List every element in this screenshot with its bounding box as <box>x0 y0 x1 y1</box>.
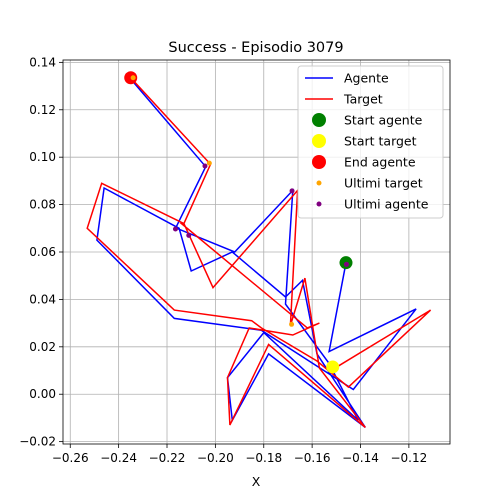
legend: Agente Target Start agente Start target End … <box>297 65 444 219</box>
legend-label: Ultimi agente <box>344 197 429 212</box>
legend-label: Start agente <box>344 113 423 128</box>
y-tick-label: −0.02 <box>19 435 56 449</box>
y-tick-label: 0.14 <box>29 55 56 69</box>
x-tick-label: −0.22 <box>149 451 186 465</box>
x-axis-label: X <box>252 474 261 489</box>
x-axis-ticks: −0.26 −0.24 −0.22 −0.20 −0.18 −0.16 −0.14 −0.12 <box>52 444 427 465</box>
x-tick-label: −0.26 <box>52 451 89 465</box>
x-tick-label: −0.14 <box>342 451 379 465</box>
x-tick-label: −0.20 <box>197 451 234 465</box>
legend-swatch-dot <box>312 155 326 169</box>
ultimi-agente-point <box>289 188 295 194</box>
x-tick-label: −0.18 <box>245 451 282 465</box>
x-tick-label: −0.16 <box>294 451 331 465</box>
legend-box <box>297 65 444 219</box>
y-tick-label: 0.06 <box>29 245 56 259</box>
ultimi-target-point <box>206 160 212 166</box>
y-axis-ticks: −0.02 0.00 0.02 0.04 0.06 0.08 0.10 0.12 0.14 <box>19 55 63 449</box>
series-layer <box>86 77 432 428</box>
chart-title: Success - Episodio 3079 <box>168 40 343 56</box>
ultimi-agente-point <box>343 261 349 267</box>
ultimi-target-point <box>130 75 136 81</box>
legend-label: Start target <box>344 134 417 149</box>
legend-swatch-dot <box>312 134 326 148</box>
x-tick-label: −0.24 <box>100 451 137 465</box>
ultimi-agente-point <box>202 163 208 169</box>
y-tick-label: 0.02 <box>29 340 56 354</box>
legend-swatch-dot <box>312 113 326 127</box>
series-line-target <box>86 77 432 428</box>
legend-label: Target <box>343 92 383 107</box>
legend-label: Agente <box>344 71 389 86</box>
marker-layer <box>124 71 353 374</box>
y-tick-label: 0.08 <box>29 198 56 212</box>
series-line-agente <box>96 78 417 428</box>
y-tick-label: 0.00 <box>29 387 56 401</box>
ultimi-agente-point <box>186 232 192 238</box>
x-tick-label: −0.12 <box>390 451 427 465</box>
y-tick-label: 0.12 <box>29 103 56 117</box>
legend-swatch-dot <box>316 180 322 186</box>
ultimi-target-point <box>289 321 295 327</box>
y-tick-label: 0.04 <box>29 292 56 306</box>
start-target-marker <box>326 360 340 374</box>
legend-swatch-dot <box>316 201 322 207</box>
ultimi-agente-point <box>172 226 178 232</box>
legend-label: End agente <box>344 155 416 170</box>
y-tick-label: 0.10 <box>29 150 56 164</box>
legend-label: Ultimi target <box>344 176 423 191</box>
